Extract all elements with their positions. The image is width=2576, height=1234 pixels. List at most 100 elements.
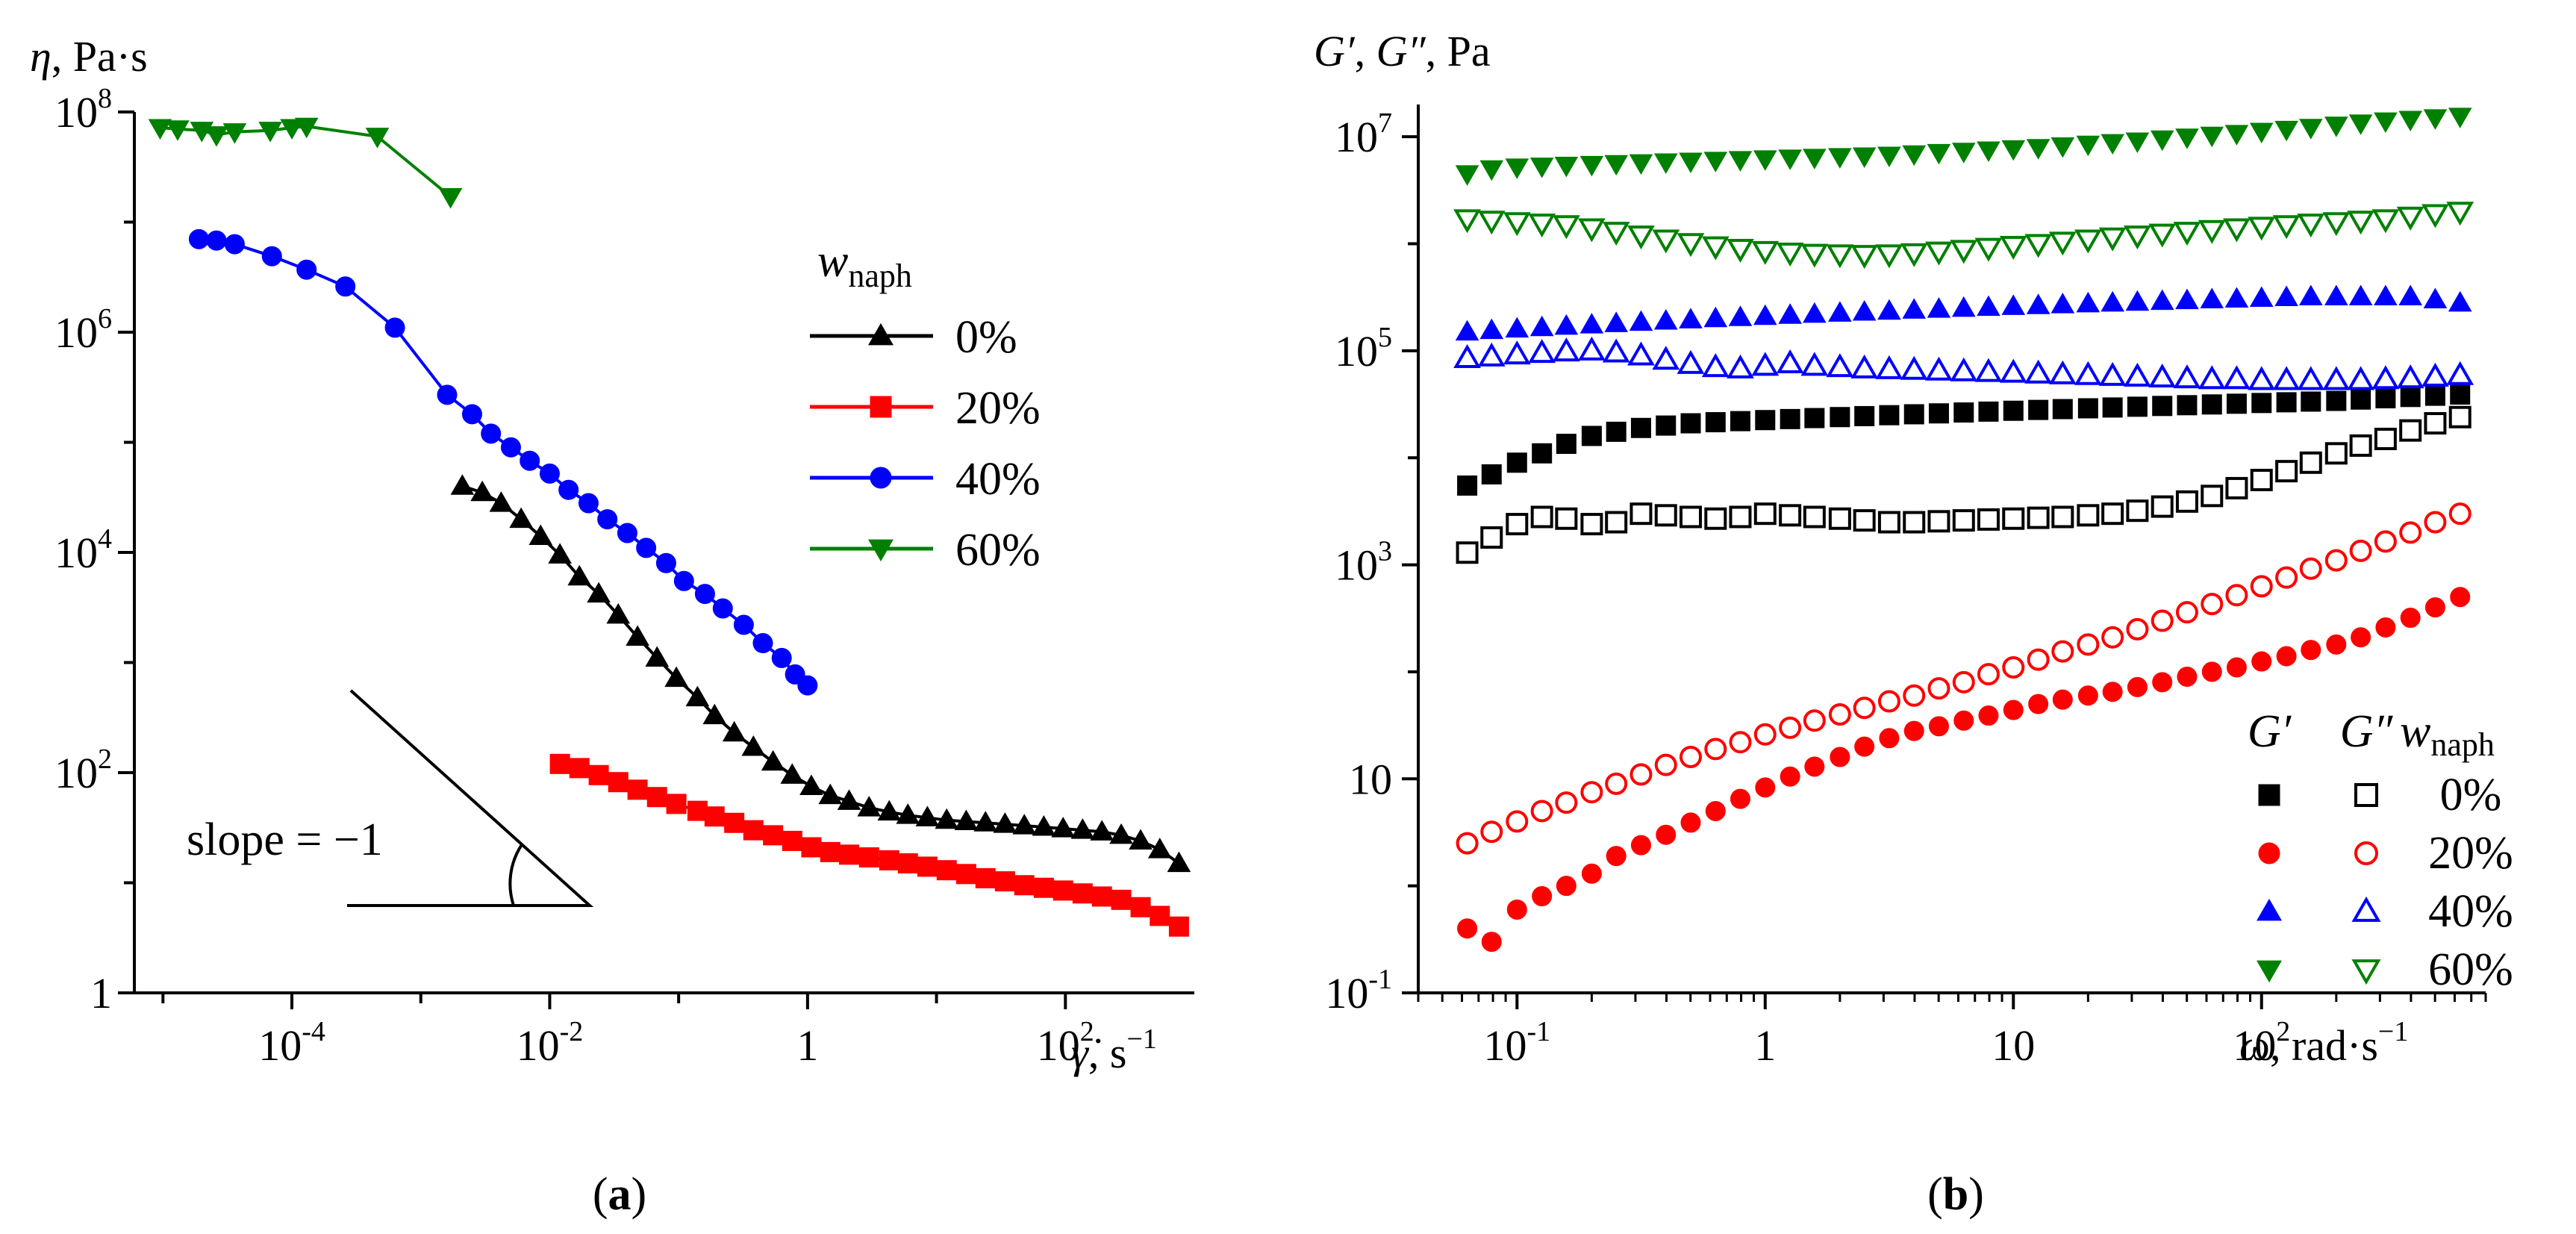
data-point-60%-6 xyxy=(280,119,304,140)
data-point-G″-60%-29 xyxy=(2173,222,2201,246)
data-point-G″-60%-19 xyxy=(1925,241,1953,266)
data-point-G′-40%-28 xyxy=(2150,289,2174,311)
data-point-40%-16 xyxy=(617,523,637,543)
legend-header-w: wnaph xyxy=(2400,706,2495,763)
data-point-G″-20%-18 xyxy=(1903,684,1926,707)
data-point-G″-0%-40 xyxy=(2448,405,2471,429)
data-point-G″-60%-28 xyxy=(2148,223,2177,248)
data-point-0%-18 xyxy=(799,774,823,795)
data-point-G″-20%-16 xyxy=(1853,697,1876,720)
y-axis-symbol-g2: G″ xyxy=(1376,27,1426,75)
data-point-G′-0%-14 xyxy=(1804,408,1825,429)
data-point-G″-20%-29 xyxy=(2175,601,2198,624)
data-point-G′-40%-4 xyxy=(1554,314,1579,335)
legend-header-g-double-prime: G″ xyxy=(2340,706,2394,757)
data-point-G″-20%-5 xyxy=(1580,781,1603,804)
data-point-G″-20%-15 xyxy=(1828,702,1851,726)
data-point-G″-60%-22 xyxy=(1999,236,2027,261)
data-point-G′-0%-30 xyxy=(2201,394,2222,415)
data-point-G″-60%-25 xyxy=(2074,229,2102,254)
data-point-G′-60%-32 xyxy=(2249,122,2274,144)
y-tick-label-4-exp: 8 xyxy=(98,83,112,114)
data-point-G″-0%-12 xyxy=(1753,502,1777,526)
data-point-40%-2 xyxy=(224,234,245,255)
data-point-G″-20%-28 xyxy=(2151,609,2174,632)
data-point-G″-0%-21 xyxy=(1977,508,2000,531)
data-point-20%-1 xyxy=(569,758,590,779)
data-point-G′-40%-18 xyxy=(1902,298,1927,319)
data-point-G″-60%-33 xyxy=(2272,215,2301,240)
data-point-0%-25 xyxy=(935,808,959,829)
data-point-G″-40%-38 xyxy=(2396,364,2424,389)
data-point-G′-40%-23 xyxy=(2026,293,2050,314)
data-point-G″-40%-16 xyxy=(1850,354,1879,378)
data-point-G″-60%-31 xyxy=(2223,218,2251,243)
data-point-20%-28 xyxy=(1091,886,1112,907)
data-point-G′-20%-2 xyxy=(1506,899,1527,920)
data-point-G″-60%-38 xyxy=(2396,206,2424,231)
data-point-G′-20%-13 xyxy=(1780,766,1800,787)
x-tick-label-1-base: 1 xyxy=(1754,1021,1776,1070)
data-point-40%-8 xyxy=(461,404,482,425)
data-point-G′-60%-37 xyxy=(2374,112,2398,134)
data-point-0%-37 xyxy=(1167,851,1191,873)
data-point-G′-0%-18 xyxy=(1903,404,1924,425)
data-point-G′-0%-15 xyxy=(1830,407,1850,428)
data-point-G″-60%-17 xyxy=(1875,244,1903,269)
data-point-G″-60%-3 xyxy=(1528,214,1556,238)
data-point-G″-40%-34 xyxy=(2297,366,2325,390)
data-point-20%-7 xyxy=(687,800,708,821)
data-point-0%-19 xyxy=(818,783,843,805)
data-point-G′-20%-14 xyxy=(1804,756,1825,777)
data-point-G′-40%-25 xyxy=(2076,291,2101,313)
x-tick-label-1: 1 xyxy=(1754,1021,1776,1070)
data-point-G″-20%-3 xyxy=(1530,800,1553,823)
data-point-G′-40%-6 xyxy=(1604,311,1629,332)
data-point-G″-0%-26 xyxy=(2101,502,2124,526)
data-point-G′-0%-39 xyxy=(2424,385,2445,406)
data-point-G′-0%-29 xyxy=(2177,395,2198,416)
data-point-G′-60%-20 xyxy=(1951,143,1976,163)
data-point-G′-20%-25 xyxy=(2077,685,2098,706)
data-point-G″-60%-20 xyxy=(1950,240,1978,264)
data-point-G″-20%-17 xyxy=(1877,690,1900,713)
data-point-G′-40%-30 xyxy=(2200,287,2224,309)
x-tick-label-3-exp: 2 xyxy=(2276,1016,2290,1047)
data-point-40%-5 xyxy=(335,276,356,297)
legend-marker-60% xyxy=(868,539,894,562)
data-point-G″-0%-17 xyxy=(1877,511,1900,534)
data-point-G″-60%-7 xyxy=(1627,225,1655,250)
data-point-G′-20%-5 xyxy=(1581,863,1602,884)
data-point-G″-20%-10 xyxy=(1704,738,1727,761)
series-line-0% xyxy=(461,484,1180,865)
data-point-G″-40%-20 xyxy=(1950,357,1978,381)
data-point-20%-23 xyxy=(994,871,1015,892)
data-point-G′-60%-14 xyxy=(1803,149,1827,169)
y-axis-symbol-g1: G′ xyxy=(1314,27,1356,75)
data-point-G″-60%-26 xyxy=(2098,227,2127,252)
y-tick-label-3: 105 xyxy=(1335,322,1392,376)
data-point-G″-0%-19 xyxy=(1927,510,1950,533)
x-tick-label-2: 10 xyxy=(1992,1021,2035,1070)
data-point-G′-20%-0 xyxy=(1457,918,1478,939)
data-point-0%-6 xyxy=(567,564,592,586)
data-point-60%-1 xyxy=(166,120,190,141)
data-point-G′-40%-38 xyxy=(2398,284,2423,305)
legend-marker-20% xyxy=(870,396,892,418)
data-point-G″-0%-8 xyxy=(1654,504,1677,527)
x-tick-label-1-base: 10 xyxy=(517,1021,560,1070)
data-point-G′-40%-5 xyxy=(1579,313,1604,334)
data-point-G′-60%-2 xyxy=(1505,158,1529,179)
data-point-0%-10 xyxy=(645,646,670,667)
y-tick-label-4-base: 10 xyxy=(54,88,98,137)
data-point-G′-20%-4 xyxy=(1556,876,1577,897)
data-point-G′-40%-1 xyxy=(1479,318,1504,340)
y-axis-symbol: η xyxy=(30,32,52,81)
data-point-40%-22 xyxy=(733,614,754,635)
data-point-G′-20%-12 xyxy=(1755,777,1776,798)
data-point-G″-40%-10 xyxy=(1701,353,1730,378)
data-point-G′-20%-36 xyxy=(2351,627,2371,648)
data-point-G″-60%-11 xyxy=(1727,239,1754,264)
data-point-G′-0%-24 xyxy=(2052,399,2073,420)
data-point-40%-12 xyxy=(539,463,560,484)
